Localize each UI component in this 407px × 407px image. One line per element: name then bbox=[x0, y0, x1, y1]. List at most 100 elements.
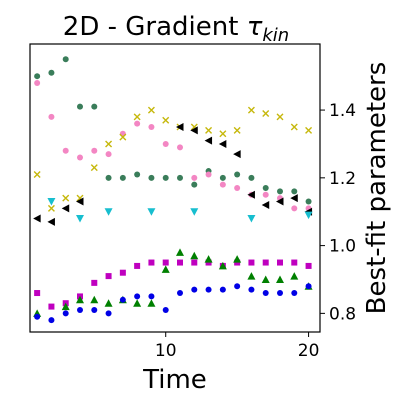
data-point bbox=[291, 290, 298, 297]
data-point bbox=[48, 69, 55, 76]
data-point bbox=[34, 313, 41, 320]
x-tick-label: 20 bbox=[298, 341, 320, 361]
data-point bbox=[34, 73, 41, 80]
x-axis-label: Time bbox=[142, 365, 207, 395]
data-point bbox=[91, 279, 98, 286]
data-point bbox=[105, 151, 112, 158]
data-point bbox=[248, 174, 255, 181]
series-4 bbox=[47, 198, 313, 223]
data-point bbox=[162, 116, 170, 124]
data-point bbox=[148, 124, 155, 131]
data-point bbox=[76, 197, 84, 206]
data-point bbox=[90, 164, 98, 172]
data-point bbox=[276, 113, 284, 121]
data-point bbox=[204, 136, 213, 145]
data-point bbox=[277, 259, 283, 266]
data-point bbox=[162, 259, 169, 266]
title-subscript: kin bbox=[262, 25, 289, 46]
plot-frame bbox=[29, 43, 321, 333]
y-tick-label: 1.4 bbox=[329, 101, 356, 121]
data-point bbox=[305, 283, 312, 290]
data-point bbox=[47, 204, 55, 212]
data-point bbox=[233, 150, 241, 159]
data-point bbox=[291, 259, 298, 266]
title-main: 2D - Gradient bbox=[63, 12, 247, 42]
data-point bbox=[162, 140, 169, 147]
data-point bbox=[205, 126, 213, 134]
data-point bbox=[191, 259, 198, 266]
data-point bbox=[262, 185, 269, 191]
data-point bbox=[290, 272, 299, 280]
data-point bbox=[76, 214, 84, 223]
data-point bbox=[47, 217, 55, 226]
x-tick-label: 10 bbox=[155, 341, 177, 361]
data-point bbox=[204, 255, 213, 263]
data-point bbox=[205, 286, 212, 293]
data-point bbox=[247, 190, 255, 199]
data-point bbox=[148, 259, 155, 266]
data-point bbox=[133, 299, 142, 307]
data-point bbox=[234, 283, 241, 290]
data-point bbox=[177, 259, 183, 266]
data-point bbox=[233, 126, 241, 134]
data-point bbox=[48, 303, 55, 310]
data-point bbox=[147, 208, 156, 216]
data-point bbox=[34, 79, 41, 86]
data-point bbox=[105, 273, 112, 280]
data-point bbox=[119, 269, 126, 276]
title-symbol: τ bbox=[247, 12, 263, 42]
data-point bbox=[191, 286, 198, 293]
data-point bbox=[304, 211, 313, 220]
data-point bbox=[148, 293, 155, 300]
data-point bbox=[219, 286, 226, 293]
data-point bbox=[48, 317, 55, 324]
series-1 bbox=[34, 79, 312, 212]
y-tick-label: 0.8 bbox=[329, 304, 356, 324]
data-point bbox=[47, 198, 56, 206]
data-point bbox=[162, 306, 169, 313]
data-point bbox=[277, 290, 283, 297]
data-point bbox=[261, 275, 270, 283]
data-point bbox=[262, 191, 269, 198]
data-point bbox=[77, 306, 83, 313]
data-point bbox=[147, 106, 155, 114]
data-point bbox=[205, 171, 212, 178]
data-point bbox=[119, 133, 127, 141]
data-point bbox=[77, 154, 83, 161]
data-point bbox=[134, 293, 141, 300]
data-point bbox=[177, 144, 183, 151]
series-6 bbox=[33, 248, 313, 317]
data-point bbox=[176, 123, 184, 132]
data-point bbox=[33, 214, 41, 223]
series-3 bbox=[33, 123, 313, 226]
data-point bbox=[162, 174, 169, 181]
series-0 bbox=[34, 56, 312, 205]
data-point bbox=[62, 56, 69, 63]
data-point bbox=[177, 174, 183, 181]
data-point bbox=[233, 255, 242, 263]
series-5 bbox=[34, 259, 312, 310]
data-point bbox=[190, 126, 198, 135]
data-point bbox=[177, 290, 183, 297]
data-point bbox=[61, 204, 70, 213]
data-point bbox=[276, 275, 284, 283]
data-point bbox=[219, 181, 226, 188]
data-point bbox=[161, 265, 170, 273]
x-axis-ticks: 10 20 bbox=[155, 332, 319, 361]
data-point bbox=[276, 197, 284, 206]
data-point bbox=[234, 185, 241, 191]
y-tick-label: 1.2 bbox=[329, 169, 356, 189]
data-point bbox=[119, 174, 126, 181]
data-point bbox=[147, 299, 156, 307]
data-point bbox=[104, 299, 113, 307]
data-point bbox=[148, 174, 155, 181]
data-point bbox=[277, 188, 283, 195]
data-point bbox=[248, 286, 255, 293]
data-point bbox=[48, 113, 55, 120]
data-point bbox=[290, 194, 298, 203]
data-point bbox=[262, 109, 270, 117]
data-point bbox=[191, 174, 198, 181]
data-points bbox=[33, 56, 313, 324]
data-point bbox=[219, 174, 226, 181]
data-point bbox=[191, 181, 198, 188]
